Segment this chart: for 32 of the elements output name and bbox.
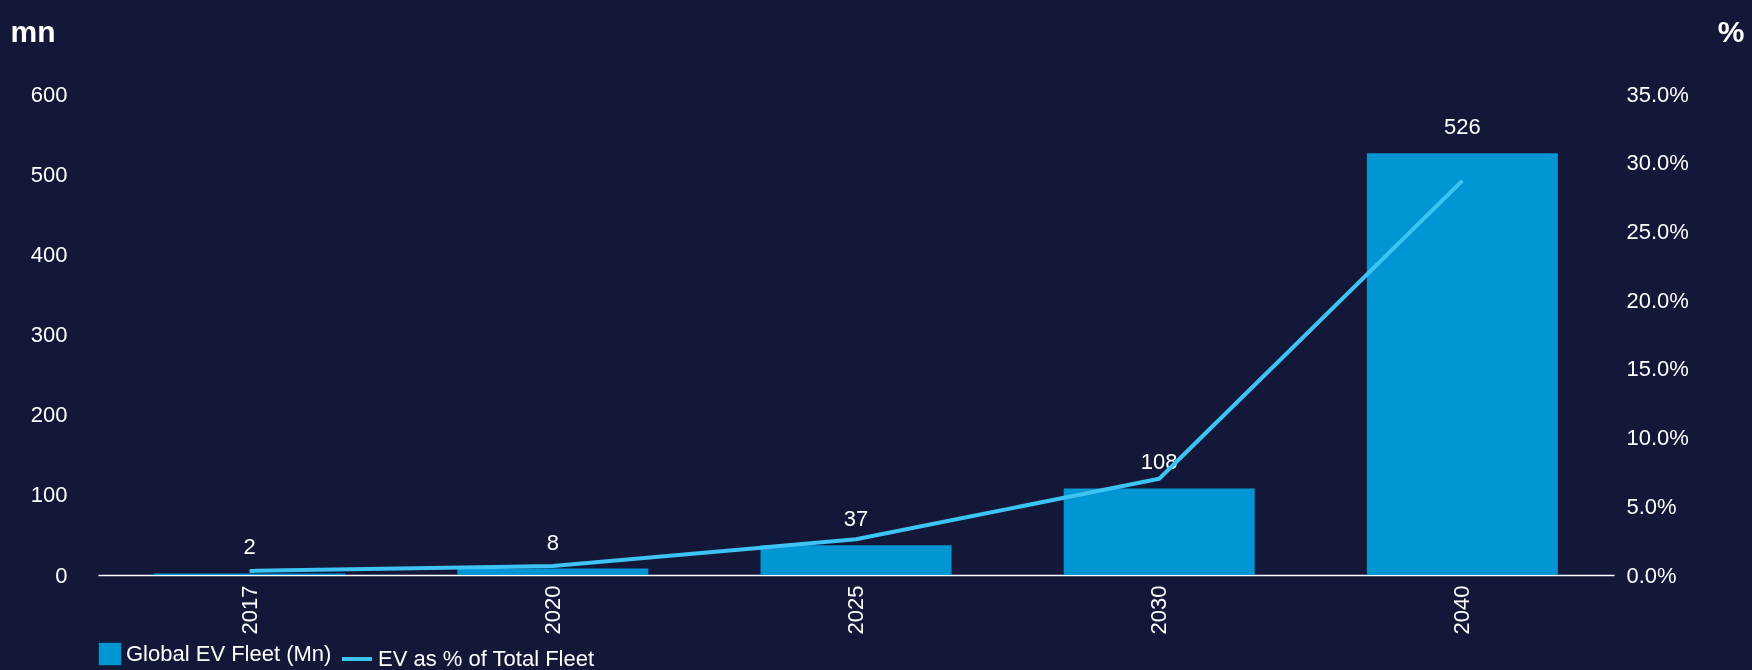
y-axis-title: mn: [10, 14, 56, 48]
y2-tick-label: 25.0%: [1626, 218, 1689, 244]
data-label: 2: [243, 534, 256, 560]
y-tick-label: 500: [30, 161, 68, 187]
x-tick-label: 2020: [539, 585, 565, 635]
y2-tick-label: 5.0%: [1626, 493, 1677, 519]
y2-tick-label: 35.0%: [1626, 81, 1689, 107]
bar: [1063, 488, 1255, 575]
y-tick-label: 0: [55, 562, 68, 588]
bar: [1366, 153, 1558, 575]
y2-tick-label: 10.0%: [1626, 425, 1689, 451]
y-tick-label: 300: [30, 322, 68, 347]
y2-axis-title: %: [1717, 14, 1745, 48]
y-tick-label: 400: [30, 241, 68, 267]
x-tick-label: 2040: [1449, 585, 1475, 635]
data-label: 8: [546, 529, 559, 555]
y2-tick-label: 15.0%: [1626, 356, 1689, 382]
y-tick-label: 600: [30, 81, 68, 107]
data-label: 526: [1444, 114, 1481, 140]
legend-label: EV as % of Total Fleet: [378, 646, 595, 670]
y2-tick-label: 0.0%: [1626, 562, 1677, 588]
y-tick-label: 200: [30, 402, 68, 428]
legend-label: Global EV Fleet (Mn): [126, 641, 332, 666]
x-tick-label: 2017: [236, 585, 262, 635]
y2-tick-label: 30.0%: [1626, 150, 1689, 176]
bar: [760, 545, 952, 575]
bar: [457, 568, 649, 575]
x-tick-label: 2030: [1146, 585, 1172, 635]
y-tick-label: 100: [30, 482, 68, 508]
data-label: 37: [843, 506, 869, 532]
y2-tick-label: 20.0%: [1626, 287, 1689, 313]
x-tick-label: 2025: [843, 585, 868, 635]
